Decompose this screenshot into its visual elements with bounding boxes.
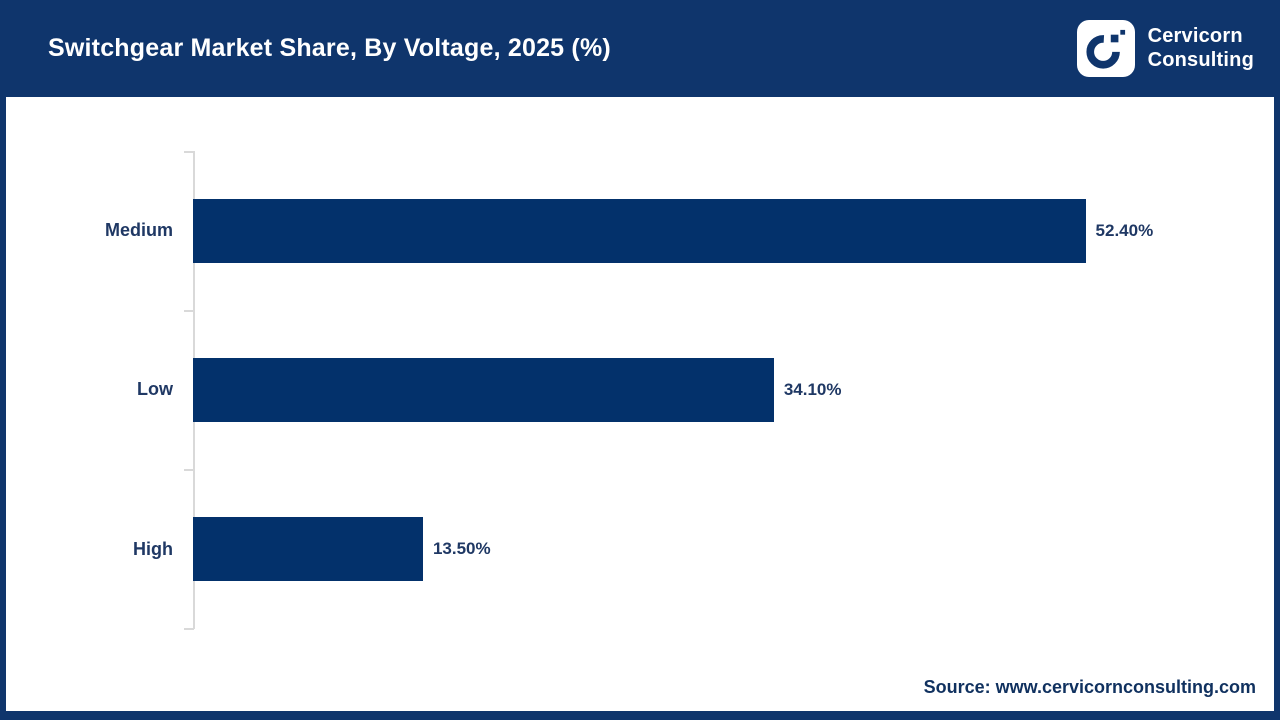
category-label: Medium bbox=[104, 220, 173, 241]
cervicorn-c-icon bbox=[1085, 29, 1125, 69]
axis-tick bbox=[184, 469, 194, 471]
plot-area: Medium 52.40% Low 34.10% High 13.50% bbox=[6, 151, 1274, 629]
value-label: 13.50% bbox=[432, 539, 491, 559]
bar-row-low: Low 34.10% bbox=[6, 310, 1274, 469]
category-label: High bbox=[133, 538, 173, 559]
bar-medium bbox=[193, 198, 1086, 263]
bar-track: 13.50% bbox=[193, 517, 1215, 582]
source-text: Source: www.cervicornconsulting.com bbox=[923, 677, 1256, 697]
bar-row-high: High 13.50% bbox=[6, 470, 1274, 629]
axis-tick bbox=[184, 151, 194, 153]
page-title: Switchgear Market Share, By Voltage, 202… bbox=[48, 34, 611, 62]
brand-logo: Cervicorn Consulting bbox=[1076, 20, 1254, 77]
axis-tick bbox=[184, 628, 194, 630]
axis-tick bbox=[184, 310, 194, 312]
brand-name-line2: Consulting bbox=[1147, 48, 1254, 71]
chart-body: Medium 52.40% Low 34.10% High 13.50% bbox=[0, 97, 1280, 720]
brand-name-line1: Cervicorn bbox=[1147, 25, 1243, 48]
bar-low bbox=[193, 357, 774, 422]
brand-logo-mark bbox=[1076, 20, 1135, 77]
value-label: 52.40% bbox=[1095, 220, 1154, 240]
bar-high bbox=[193, 517, 423, 582]
bar-track: 52.40% bbox=[193, 198, 1215, 263]
bar-track: 34.10% bbox=[193, 357, 1215, 422]
category-label: Low bbox=[137, 379, 173, 400]
header-band: Switchgear Market Share, By Voltage, 202… bbox=[0, 0, 1280, 97]
value-label: 34.10% bbox=[783, 379, 842, 399]
brand-name: Cervicorn Consulting bbox=[1148, 25, 1254, 72]
bar-row-medium: Medium 52.40% bbox=[6, 151, 1274, 310]
